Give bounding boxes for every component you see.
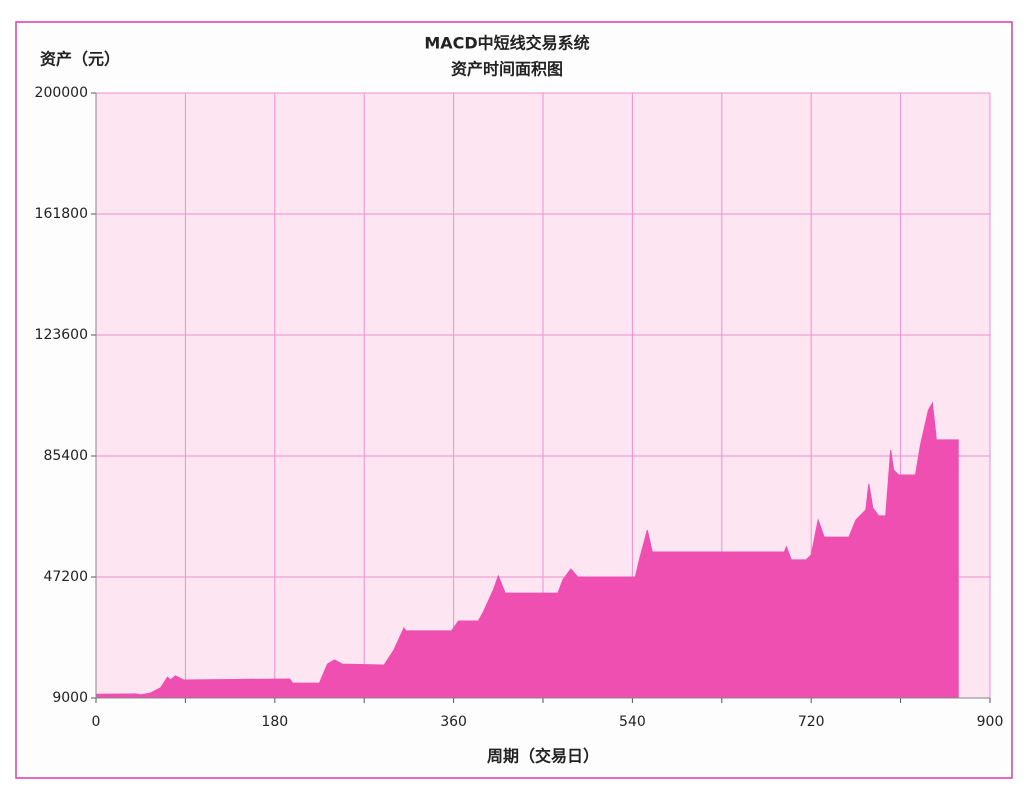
x-tick-label: 540 (619, 714, 646, 730)
y-tick-label: 9000 (52, 690, 88, 706)
y-tick-label: 161800 (35, 206, 88, 222)
x-tick-label: 720 (798, 714, 825, 730)
area (95, 401, 959, 699)
y-tick-label: 47200 (43, 569, 88, 585)
chart-title: MACD中短线交易系统 (424, 34, 589, 53)
chart-subtitle: 资产时间面积图 (451, 60, 563, 79)
x-tick-label: 900 (977, 714, 1004, 730)
y-tick-label: 85400 (43, 448, 88, 464)
x-tick-label: 0 (92, 714, 101, 730)
y-tick-label: 123600 (35, 327, 88, 343)
x-tick-label: 360 (440, 714, 467, 730)
y-axis-label: 资产（元） (40, 50, 120, 69)
x-axis-label: 周期（交易日） (487, 747, 599, 766)
x-tick-label: 180 (261, 714, 288, 730)
y-tick-label: 200000 (35, 85, 88, 101)
